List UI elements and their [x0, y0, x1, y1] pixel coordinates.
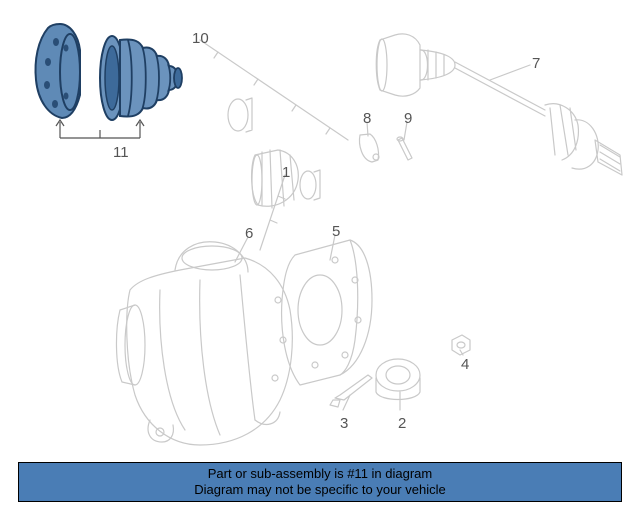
callout-5: 5 — [332, 223, 340, 240]
callout-11: 11 — [113, 144, 129, 161]
info-banner: Part or sub-assembly is #11 in diagram D… — [18, 462, 622, 502]
part-highlighted-11 — [36, 24, 183, 138]
callout-8: 8 — [363, 110, 371, 127]
callout-6: 6 — [245, 225, 253, 242]
part-bolt-small — [397, 137, 412, 160]
callout-7: 7 — [532, 55, 540, 72]
callout-3: 3 — [340, 415, 348, 432]
banner-line2: Diagram may not be specific to your vehi… — [194, 482, 445, 498]
callout-9: 9 — [404, 110, 412, 127]
callout-1: 1 — [282, 164, 290, 181]
part-bushing — [376, 359, 420, 400]
callout-4: 4 — [461, 356, 469, 373]
part-diff-housing — [116, 240, 372, 445]
parts-diagram: 1 2 3 4 5 6 7 8 9 10 11 — [0, 0, 640, 475]
part-bolt-long — [330, 375, 372, 407]
diagram-svg — [0, 0, 640, 475]
part-axle-shaft — [376, 34, 622, 175]
part-boot-faded — [228, 98, 320, 208]
part-clip — [360, 134, 380, 162]
banner-line1: Part or sub-assembly is #11 in diagram — [208, 466, 432, 482]
callout-2: 2 — [398, 415, 406, 432]
callout-10: 10 — [192, 30, 209, 47]
